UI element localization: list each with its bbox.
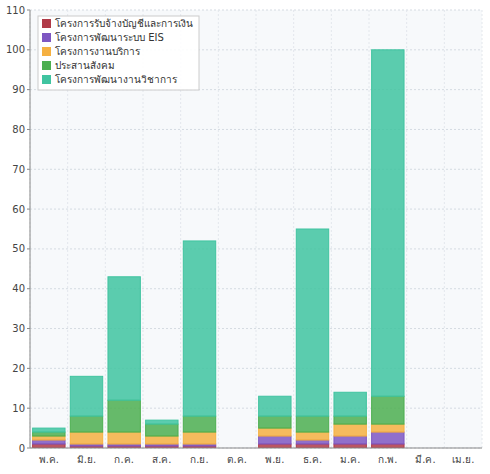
grid-line: [30, 248, 482, 249]
grid-line-vertical: [218, 10, 219, 448]
chart-container: 0 10 20 30 40 50 60 70 80 90 100 110 พ.ค. มิ.ย. ก.ค. ส.…: [0, 0, 490, 474]
legend-swatch: [42, 33, 51, 42]
grid-line-vertical: [369, 10, 370, 448]
y-tick-label: 100: [6, 44, 25, 55]
grid-line-vertical: [406, 10, 407, 448]
grid-line: [30, 328, 482, 329]
bar-segment: [296, 416, 328, 432]
bar-segment: [372, 50, 404, 396]
legend-label: ประสานสังคม: [55, 60, 115, 71]
legend-label: โครงการงานบริการ: [55, 45, 141, 57]
y-tick-label: 40: [12, 283, 25, 294]
bar-segment: [70, 432, 102, 444]
bars: [33, 50, 404, 448]
bar-segment: [259, 396, 291, 416]
grid-line: [30, 288, 482, 289]
legend-label: โครงการพัฒนาระบบ EIS: [55, 31, 164, 43]
x-tick-label: ธ.ค.: [303, 454, 322, 465]
x-tick-label: เม.ย.: [452, 454, 474, 465]
grid-line: [30, 448, 482, 449]
bar-segment: [372, 396, 404, 424]
bar-segment: [296, 444, 328, 448]
y-tick-label: 70: [12, 164, 25, 175]
plot-background: [30, 10, 482, 448]
bar-segment: [70, 416, 102, 432]
grid-line-vertical: [30, 10, 31, 448]
grid-line-vertical: [293, 10, 294, 448]
bar-segment: [259, 436, 291, 444]
bar-segment: [33, 440, 65, 444]
x-tick-label: ม.ค.: [340, 454, 360, 465]
bar-segment: [146, 424, 178, 436]
bar-segment: [183, 432, 215, 444]
legend-label: โครงการรับจ้างบัญชีและการเงิน: [55, 17, 193, 29]
x-tick-label: มี.ค.: [415, 454, 435, 465]
bar-segment: [296, 440, 328, 444]
grid-line: [30, 169, 482, 170]
bar-segment: [33, 436, 65, 440]
bar-segment: [259, 444, 291, 448]
x-tick-label: พ.ย.: [265, 454, 284, 465]
bar-segment: [296, 432, 328, 440]
y-tick-label: 30: [12, 323, 25, 334]
bar-segment: [70, 376, 102, 416]
legend-label: โครงการพัฒนางานวิชาการ: [55, 73, 178, 85]
bar-segment: [183, 416, 215, 432]
grid-line-vertical: [256, 10, 257, 448]
bar-segment: [146, 420, 178, 424]
bar-segment: [108, 400, 140, 432]
chart: 0 10 20 30 40 50 60 70 80 90 100 110 พ.ค. มิ.ย. ก.ค. ส.…: [0, 0, 490, 474]
y-tick-label: 90: [12, 84, 25, 95]
x-tick-label: ก.พ.: [378, 454, 397, 465]
bar-segment: [108, 277, 140, 400]
y-tick-label: 50: [12, 243, 25, 254]
legend: โครงการรับจ้างบัญชีและการเงินโครงการพัฒน…: [38, 16, 199, 90]
x-tick-label: ก.ค.: [114, 454, 133, 465]
bar-segment: [334, 436, 366, 444]
y-tick-label: 10: [12, 403, 25, 414]
bar-segment: [334, 424, 366, 436]
x-tick-label: มิ.ย.: [77, 454, 96, 465]
bar-segment: [372, 444, 404, 448]
x-tick-label: ต.ค.: [227, 454, 246, 465]
y-tick-label: 110: [6, 5, 25, 16]
x-tick-label: พ.ค.: [39, 454, 59, 465]
y-tick-label: 0: [19, 443, 25, 454]
y-tick-label: 60: [12, 204, 25, 215]
x-tick-label: ก.ย.: [190, 454, 208, 465]
bar-segment: [146, 436, 178, 444]
grid-line-vertical: [331, 10, 332, 448]
legend-swatch: [42, 47, 51, 56]
y-axis: [30, 10, 31, 448]
bar-segment: [33, 432, 65, 436]
grid-line-vertical: [444, 10, 445, 448]
legend-swatch: [42, 75, 51, 84]
grid-line: [30, 129, 482, 130]
bar-segment: [33, 428, 65, 432]
bar-segment: [259, 428, 291, 436]
y-tick-label: 80: [12, 124, 25, 135]
bar-segment: [372, 424, 404, 432]
bar-segment: [259, 416, 291, 428]
grid-line-vertical: [482, 10, 483, 448]
bar-segment: [334, 392, 366, 416]
y-tick-label: 20: [12, 363, 25, 374]
grid-line: [30, 368, 482, 369]
x-axis: [30, 448, 482, 449]
bar-segment: [183, 241, 215, 416]
x-tick-label: ส.ค.: [152, 454, 171, 465]
grid-line: [30, 209, 482, 210]
legend-swatch: [42, 19, 51, 28]
bar-segment: [334, 416, 366, 424]
legend-swatch: [42, 61, 51, 70]
bar-segment: [372, 432, 404, 444]
bar-segment: [296, 229, 328, 416]
bar-segment: [108, 432, 140, 444]
bar-segment: [334, 444, 366, 448]
legend-background: [38, 16, 199, 90]
bar-segment: [33, 444, 65, 448]
